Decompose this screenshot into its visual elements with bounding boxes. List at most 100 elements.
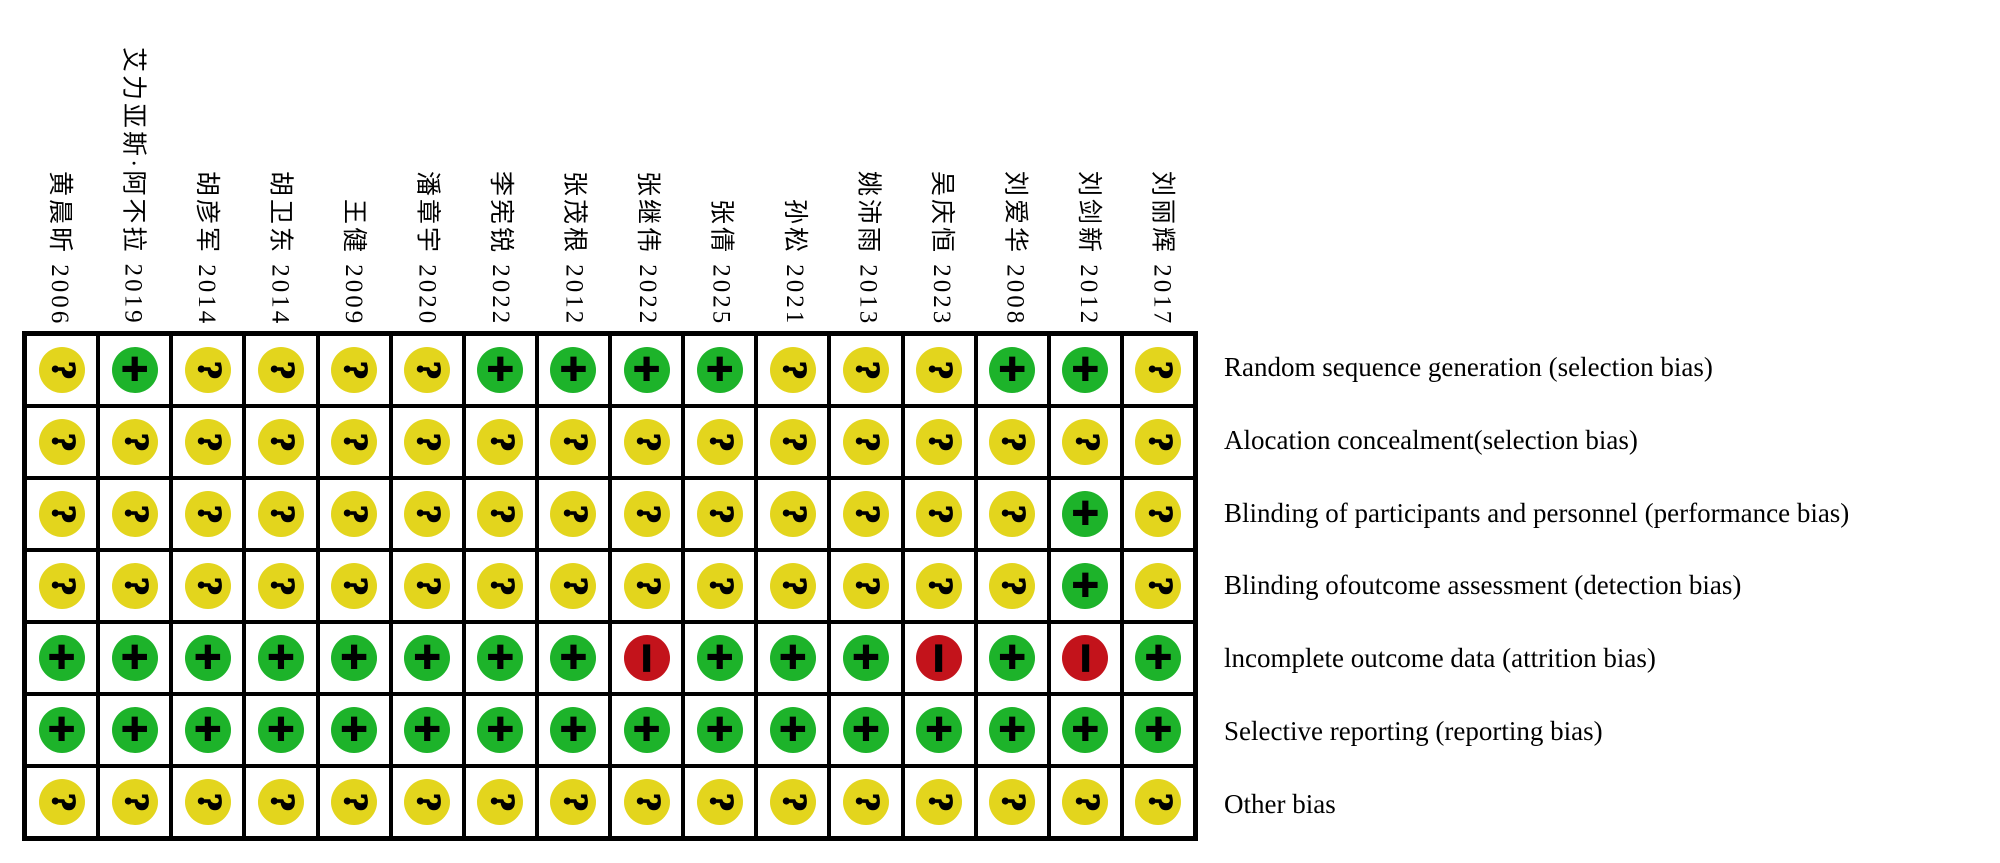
risk-circle-unclear: ? bbox=[184, 491, 231, 537]
risk-circle-unclear: ? bbox=[623, 491, 670, 537]
judgement-cell: + bbox=[829, 622, 903, 694]
risk-circle-low: + bbox=[257, 707, 304, 753]
unclear-risk-symbol-icon: ? bbox=[483, 576, 520, 595]
risk-circle-high: − bbox=[915, 635, 963, 681]
judgement-cell: + bbox=[171, 622, 245, 694]
unclear-risk-symbol-icon: ? bbox=[483, 504, 520, 523]
judgement-cell: ? bbox=[390, 334, 464, 406]
risk-circle-low: + bbox=[184, 707, 231, 753]
low-risk-symbol-icon: + bbox=[704, 708, 736, 749]
risk-circle-low: + bbox=[1135, 707, 1182, 753]
judgement-cell: + bbox=[683, 622, 757, 694]
unclear-risk-symbol-icon: ? bbox=[994, 504, 1031, 523]
risk-circle-unclear: ? bbox=[404, 347, 451, 393]
low-risk-symbol-icon: + bbox=[557, 708, 589, 749]
risk-circle-unclear: ? bbox=[257, 347, 304, 393]
judgement-cell: ? bbox=[98, 766, 172, 838]
unclear-risk-symbol-icon: ? bbox=[921, 360, 958, 379]
risk-circle-low: + bbox=[769, 707, 816, 753]
study-column-headers: 黄晨昕 2006 艾力亚斯·阿不拉 2019 胡彦军 2014 胡卫东 2014 王健 … bbox=[22, 2, 1198, 329]
low-risk-symbol-icon: + bbox=[557, 636, 589, 677]
unclear-risk-symbol-icon: ? bbox=[556, 792, 593, 811]
unclear-risk-symbol-icon: ? bbox=[994, 576, 1031, 595]
judgement-cell: + bbox=[536, 622, 610, 694]
risk-circle-low: + bbox=[989, 707, 1036, 753]
judgement-cell: ? bbox=[756, 478, 830, 550]
risk-circle-unclear: ? bbox=[257, 563, 304, 609]
study-name-year: 胡卫东 2014 bbox=[266, 170, 294, 326]
unclear-risk-symbol-icon: ? bbox=[44, 792, 81, 811]
risk-circle-unclear: ? bbox=[989, 491, 1036, 537]
risk-circle-low: + bbox=[331, 707, 378, 753]
unclear-risk-symbol-icon: ? bbox=[994, 792, 1031, 811]
risk-circle-high: − bbox=[1061, 635, 1110, 681]
study-column-header: 胡彦军 2014 bbox=[169, 2, 243, 329]
risk-circle-low: + bbox=[477, 635, 524, 681]
risk-circle-unclear: ? bbox=[1135, 347, 1182, 393]
study-name-year: 黄晨昕 2006 bbox=[45, 170, 73, 326]
unclear-risk-symbol-icon: ? bbox=[921, 792, 958, 811]
low-risk-symbol-icon: + bbox=[923, 708, 955, 749]
unclear-risk-symbol-icon: ? bbox=[848, 432, 885, 451]
unclear-risk-symbol-icon: ? bbox=[702, 576, 739, 595]
judgement-cell: ? bbox=[1121, 766, 1195, 838]
unclear-risk-symbol-icon: ? bbox=[556, 576, 593, 595]
unclear-risk-symbol-icon: ? bbox=[629, 792, 666, 811]
unclear-risk-symbol-icon: ? bbox=[775, 576, 812, 595]
low-risk-symbol-icon: + bbox=[1069, 708, 1101, 749]
study-column-header: 潘章宇 2020 bbox=[390, 2, 464, 329]
unclear-risk-symbol-icon: ? bbox=[336, 504, 373, 523]
low-risk-symbol-icon: + bbox=[192, 708, 224, 749]
judgement-cell: ? bbox=[25, 406, 99, 478]
study-name-year: 艾力亚斯·阿不拉 2019 bbox=[119, 47, 147, 326]
risk-circle-unclear: ? bbox=[38, 347, 85, 393]
study-name-year: 王健 2009 bbox=[339, 198, 367, 326]
judgement-cell: ? bbox=[610, 766, 684, 838]
judgement-cell: ? bbox=[25, 334, 99, 406]
judgement-cell: + bbox=[171, 694, 245, 766]
risk-circle-unclear: ? bbox=[916, 419, 963, 465]
unclear-risk-symbol-icon: ? bbox=[263, 504, 300, 523]
risk-circle-unclear: ? bbox=[769, 419, 816, 465]
risk-circle-low: + bbox=[111, 707, 158, 753]
risk-circle-unclear: ? bbox=[916, 779, 963, 825]
judgement-cell: ? bbox=[975, 766, 1049, 838]
low-risk-symbol-icon: + bbox=[996, 708, 1028, 749]
judgement-cell: + bbox=[610, 694, 684, 766]
unclear-risk-symbol-icon: ? bbox=[1141, 360, 1178, 379]
judgement-cell: + bbox=[1048, 478, 1122, 550]
low-risk-symbol-icon: + bbox=[484, 708, 516, 749]
unclear-risk-symbol-icon: ? bbox=[1141, 504, 1178, 523]
judgement-cell: ? bbox=[756, 550, 830, 622]
risk-circle-unclear: ? bbox=[1135, 563, 1182, 609]
bias-domain-label: Selective reporting (reporting bias) bbox=[1224, 716, 1603, 747]
unclear-risk-symbol-icon: ? bbox=[775, 792, 812, 811]
judgement-cell: + bbox=[683, 334, 757, 406]
risk-circle-unclear: ? bbox=[550, 779, 597, 825]
risk-circle-low: + bbox=[184, 635, 231, 681]
risk-circle-low: + bbox=[916, 707, 963, 753]
judgement-cell: ? bbox=[244, 334, 318, 406]
risk-circle-unclear: ? bbox=[1135, 419, 1182, 465]
judgement-cell: ? bbox=[1121, 550, 1195, 622]
risk-circle-low: + bbox=[1062, 563, 1109, 609]
risk-circle-unclear: ? bbox=[184, 419, 231, 465]
risk-circle-low: + bbox=[404, 635, 451, 681]
judgement-cell: + bbox=[390, 694, 464, 766]
study-column-header: 王健 2009 bbox=[316, 2, 390, 329]
judgement-cell: + bbox=[390, 622, 464, 694]
risk-circle-unclear: ? bbox=[989, 419, 1036, 465]
unclear-risk-symbol-icon: ? bbox=[263, 432, 300, 451]
bias-domain-label: Alocation concealment(selection bias) bbox=[1224, 424, 1638, 455]
risk-circle-unclear: ? bbox=[404, 491, 451, 537]
judgement-cell: + bbox=[536, 694, 610, 766]
judgement-cell: + bbox=[1048, 334, 1122, 406]
low-risk-symbol-icon: + bbox=[630, 348, 662, 389]
study-name-year: 李宪锐 2022 bbox=[486, 170, 514, 326]
judgement-cell: ? bbox=[1121, 406, 1195, 478]
risk-circle-unclear: ? bbox=[989, 779, 1036, 825]
unclear-risk-symbol-icon: ? bbox=[1141, 576, 1178, 595]
unclear-risk-symbol-icon: ? bbox=[629, 576, 666, 595]
risk-circle-unclear: ? bbox=[769, 779, 816, 825]
risk-circle-unclear: ? bbox=[331, 491, 378, 537]
